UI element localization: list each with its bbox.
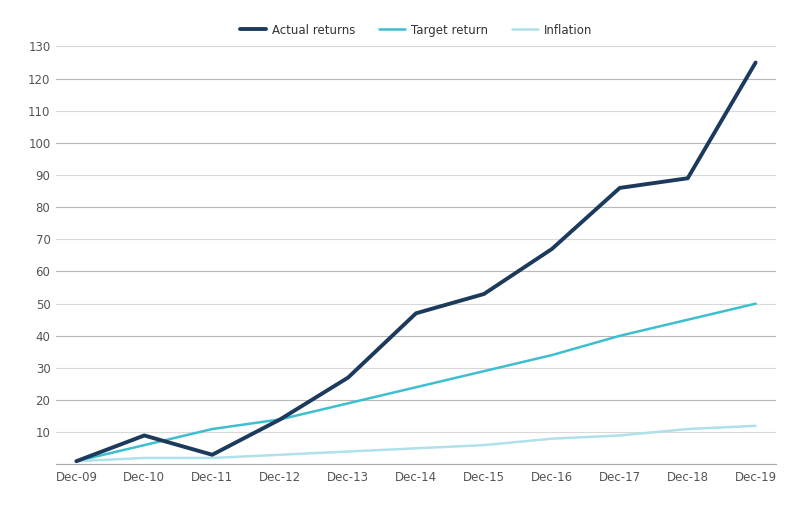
Inflation: [411, 445, 421, 452]
Actual returns: [751, 59, 761, 66]
Inflation: [275, 452, 285, 458]
Actual returns: [683, 175, 693, 181]
Actual returns: [139, 432, 149, 439]
Target return: [71, 458, 81, 464]
Target return: [207, 426, 217, 432]
Line: Actual returns: Actual returns: [76, 62, 756, 461]
Inflation: [139, 455, 149, 461]
Actual returns: [275, 416, 285, 423]
Line: Target return: Target return: [76, 303, 756, 461]
Inflation: [343, 448, 353, 455]
Inflation: [207, 455, 217, 461]
Target return: [683, 317, 693, 323]
Actual returns: [479, 291, 489, 297]
Inflation: [751, 423, 761, 429]
Actual returns: [411, 310, 421, 316]
Target return: [479, 368, 489, 374]
Target return: [411, 384, 421, 390]
Inflation: [683, 426, 693, 432]
Target return: [139, 442, 149, 448]
Inflation: [547, 436, 557, 442]
Target return: [751, 300, 761, 307]
Target return: [343, 400, 353, 407]
Actual returns: [343, 375, 353, 381]
Actual returns: [615, 185, 625, 191]
Inflation: [479, 442, 489, 448]
Inflation: [71, 458, 81, 464]
Actual returns: [71, 458, 81, 464]
Target return: [547, 352, 557, 358]
Inflation: [615, 432, 625, 439]
Line: Inflation: Inflation: [76, 426, 756, 461]
Target return: [615, 333, 625, 339]
Actual returns: [547, 246, 557, 252]
Actual returns: [207, 452, 217, 458]
Target return: [275, 416, 285, 423]
Legend: Actual returns, Target return, Inflation: Actual returns, Target return, Inflation: [235, 19, 597, 41]
